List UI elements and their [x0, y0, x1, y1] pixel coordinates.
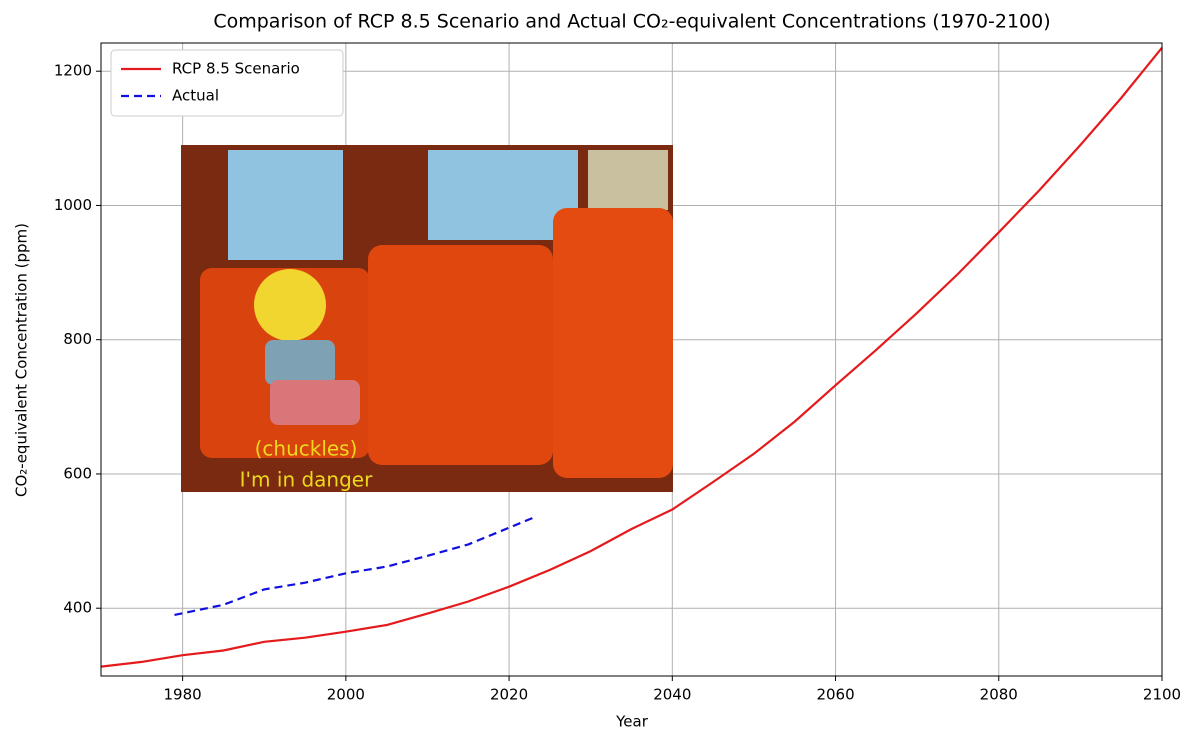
legend-box: [110, 49, 344, 117]
x-tick-label: 2080: [980, 686, 1018, 704]
x-tick-label: 2060: [816, 686, 854, 704]
image-caption: I'm in danger: [240, 468, 373, 492]
legend-label: RCP 8.5 Scenario: [172, 60, 300, 78]
x-tick-label: 2040: [653, 686, 691, 704]
window: [228, 150, 343, 260]
seat: [368, 245, 553, 465]
legend-label: Actual: [172, 87, 219, 105]
x-tick-label: 1980: [164, 686, 202, 704]
data-line: [174, 516, 535, 616]
x-tick-label: 2100: [1143, 686, 1181, 704]
y-tick-label: 400: [63, 599, 92, 617]
x-tick-label: 2000: [327, 686, 365, 704]
image-caption: (chuckles): [255, 437, 358, 461]
character-legs: [270, 380, 360, 425]
x-tick-label: 2020: [490, 686, 528, 704]
window: [588, 150, 668, 210]
character-body: [265, 340, 335, 385]
y-tick-label: 600: [63, 464, 92, 482]
plot-frame: [100, 42, 1163, 677]
x-axis-label: Year: [615, 713, 649, 731]
chart-title: Comparison of RCP 8.5 Scenario and Actua…: [213, 11, 1050, 33]
character-head: [254, 269, 326, 341]
y-tick-label: 1000: [54, 196, 92, 214]
y-tick-label: 800: [63, 330, 92, 348]
y-tick-label: 1200: [54, 62, 92, 80]
data-line: [100, 47, 1163, 668]
seat: [553, 208, 673, 478]
meme-image: (chuckles) I'm in danger: [181, 145, 673, 492]
y-axis-label: CO₂-equivalent Concentration (ppm): [13, 223, 31, 497]
